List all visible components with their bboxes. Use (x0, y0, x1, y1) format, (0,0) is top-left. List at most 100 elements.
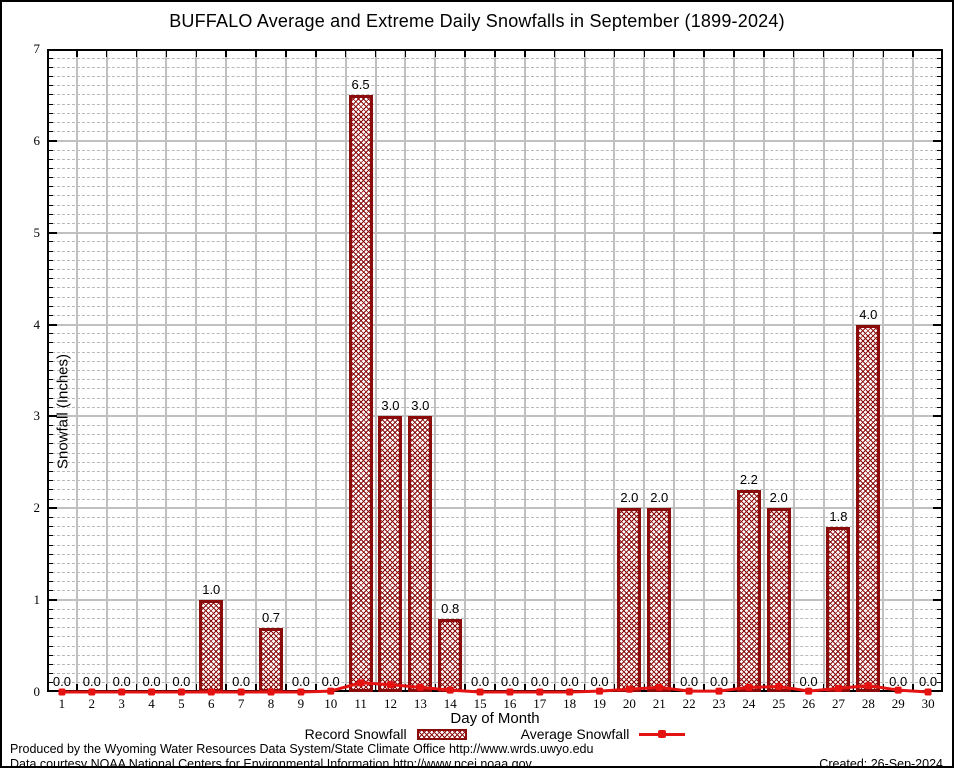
y-axis-tick (937, 333, 941, 335)
average-snowfall-point (297, 688, 305, 696)
average-snowfall-point (625, 685, 633, 693)
y-axis-tick (49, 241, 53, 243)
y-axis-tick (49, 139, 57, 142)
x-tick-label: 15 (473, 696, 487, 711)
y-axis-tick (937, 590, 941, 592)
y-axis-tick (49, 682, 53, 684)
y-axis-tick (49, 608, 53, 610)
x-tick-label: 10 (324, 696, 338, 711)
y-axis-tick (49, 415, 57, 418)
y-axis-tick (49, 287, 53, 289)
x-axis-tick (613, 51, 616, 57)
y-axis-tick (937, 287, 941, 289)
average-snowfall-point (267, 688, 275, 696)
x-axis-tick (524, 684, 526, 690)
bar-value-label: 3.0 (381, 398, 400, 414)
y-axis-tick (937, 177, 941, 179)
vertical-gridline (464, 49, 467, 692)
y-axis-tick (49, 397, 53, 399)
vertical-gridline (434, 49, 437, 692)
y-axis-tick (937, 526, 941, 528)
y-axis-tick (937, 461, 941, 463)
average-snowfall-point (894, 686, 902, 694)
average-snowfall-point (834, 684, 842, 692)
bar-value-label: 1.8 (829, 508, 848, 524)
bar-value-label: 0.0 (232, 674, 251, 689)
average-snowfall-point (177, 688, 185, 696)
y-axis-tick (937, 85, 941, 87)
y-axis-tick (937, 654, 941, 656)
y-axis-tick (937, 259, 941, 261)
x-tick-label: 4 (148, 696, 155, 711)
y-axis-tick (49, 544, 53, 546)
x-tick-label: 16 (503, 696, 517, 711)
bar-value-label: 0.0 (799, 674, 818, 689)
x-axis-tick (135, 684, 138, 690)
y-axis-tick (937, 76, 941, 78)
y-axis-tick (937, 516, 941, 518)
y-axis-tick (49, 526, 53, 528)
y-axis-tick (49, 654, 53, 656)
y-axis-tick (49, 333, 53, 335)
y-axis-tick (49, 112, 53, 114)
x-axis-tick (315, 684, 317, 690)
vertical-gridline (643, 49, 646, 692)
bar-value-label: 2.0 (769, 490, 788, 506)
average-snowfall-point (924, 688, 932, 696)
x-axis-tick (195, 51, 198, 57)
y-axis-tick (937, 682, 941, 684)
y-axis-tick (49, 480, 53, 482)
record-snowfall-bar (259, 627, 283, 692)
vertical-gridline (553, 49, 556, 692)
x-axis-tick (464, 51, 466, 57)
y-tick-label: 0 (33, 684, 41, 699)
x-axis-tick (285, 684, 287, 690)
average-snowfall-point (566, 688, 574, 696)
y-axis-tick (49, 388, 53, 390)
y-axis-tick (937, 278, 941, 280)
record-snowfall-bar (856, 324, 881, 692)
x-tick-label: 29 (891, 696, 905, 711)
y-axis-tick (937, 618, 941, 619)
x-axis-tick (434, 51, 437, 57)
y-axis-tick (937, 223, 941, 225)
y-axis-tick (937, 425, 941, 427)
bar-value-label: 0.0 (82, 674, 101, 689)
bar-value-label: 4.0 (859, 306, 878, 322)
average-snowfall-point (58, 688, 66, 696)
x-axis-tick (344, 51, 347, 57)
y-axis-tick (937, 535, 941, 537)
x-axis-tick (643, 51, 646, 57)
y-tick-label: 7 (33, 41, 41, 56)
bar-value-label: 0.0 (471, 674, 490, 689)
y-axis-tick (49, 121, 53, 123)
x-axis-tick (553, 684, 556, 690)
x-axis-tick (494, 51, 496, 57)
vertical-gridline (255, 49, 258, 692)
y-axis-tick (49, 259, 53, 261)
bar-value-label: 0.0 (112, 674, 131, 689)
y-axis-tick (49, 149, 53, 151)
y-axis-tick (49, 314, 53, 316)
x-axis-tick (195, 684, 198, 690)
x-tick-label: 8 (267, 696, 275, 711)
x-tick-label: 27 (831, 696, 845, 711)
x-axis-tick (434, 684, 437, 690)
y-axis-tick (49, 177, 53, 179)
x-tick-label: 2 (88, 696, 96, 711)
average-snowfall-point (596, 687, 604, 695)
x-axis-tick (613, 684, 616, 690)
x-axis-tick (165, 684, 168, 690)
average-snowfall-point (88, 688, 96, 696)
x-axis-tick (404, 51, 407, 57)
x-axis-tick (494, 684, 496, 690)
x-axis-tick (524, 51, 526, 57)
bar-value-label: 0.0 (172, 674, 191, 689)
x-tick-label: 25 (772, 696, 786, 711)
y-axis-tick (49, 627, 53, 629)
vertical-gridline (344, 49, 347, 692)
y-axis-tick (937, 480, 941, 482)
y-tick-label: 3 (33, 408, 41, 424)
y-axis-tick (49, 618, 53, 619)
x-tick-label: 11 (354, 696, 367, 711)
